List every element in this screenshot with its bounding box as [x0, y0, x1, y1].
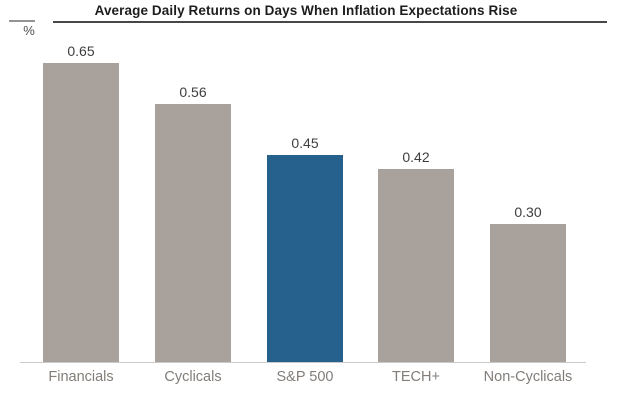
y-axis-unit-label: %: [23, 23, 35, 38]
bar-value-label-financials: 0.65: [67, 43, 95, 59]
title-underline: [53, 21, 607, 23]
x-axis-label-non-cyclicals: Non-Cyclicals: [483, 369, 573, 385]
x-axis-label-financials: Financials: [48, 369, 114, 385]
x-axis-label-tech: TECH+: [392, 369, 440, 385]
bar-non-cyclicals: [490, 224, 566, 362]
x-axis-label-s-p-500: S&P 500: [276, 369, 334, 385]
x-axis-label-cyclicals: Cyclicals: [164, 369, 222, 385]
bar-tech: [378, 169, 454, 362]
x-axis-line: [20, 362, 586, 363]
bar-value-label-tech: 0.42: [402, 149, 430, 165]
bar-s-p-500: [267, 155, 343, 362]
y-axis-tick: [9, 20, 35, 22]
bar-cyclicals: [155, 104, 231, 362]
bar-value-label-s-p-500: 0.45: [291, 135, 319, 151]
bar-value-label-non-cyclicals: 0.30: [514, 204, 542, 220]
chart-title: Average Daily Returns on Days When Infla…: [94, 3, 518, 18]
bar-value-label-cyclicals: 0.56: [179, 84, 207, 100]
bar-financials: [43, 63, 119, 362]
